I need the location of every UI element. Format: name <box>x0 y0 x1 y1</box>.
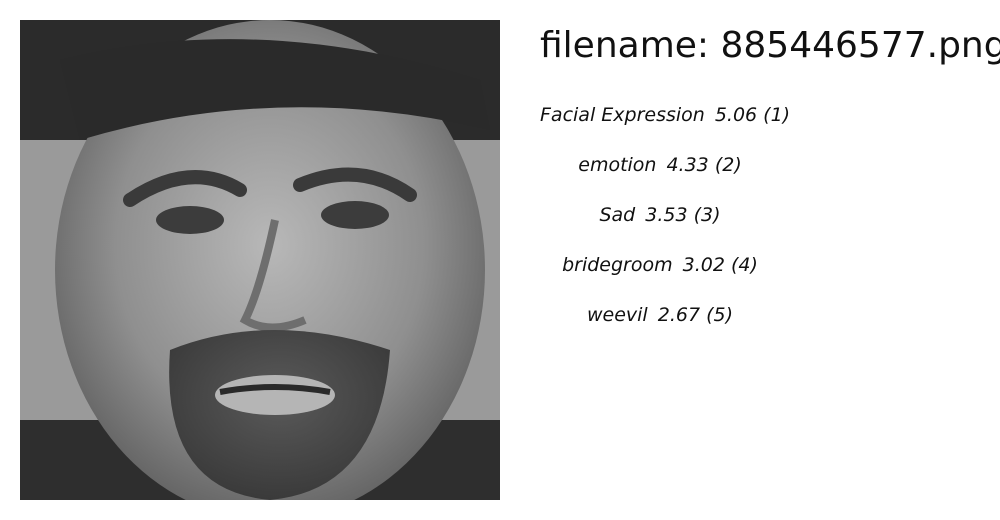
prediction-rank: (3) <box>693 204 721 226</box>
prediction-item: emotion 4.33 (2) <box>540 150 780 200</box>
prediction-item: Sad 3.53 (3) <box>540 200 780 250</box>
prediction-rank: (5) <box>706 304 734 326</box>
filename-title: filename: 885446577.png <box>540 25 1000 66</box>
prediction-score: 3.02 <box>682 254 725 276</box>
prediction-rank: (1) <box>763 104 791 126</box>
prediction-score: 4.33 <box>666 154 709 176</box>
prediction-label: bridegroom <box>562 254 673 276</box>
prediction-score: 3.53 <box>645 204 688 226</box>
prediction-label: Facial Expression <box>540 104 705 126</box>
prediction-item: weevil 2.67 (5) <box>540 300 780 350</box>
prediction-rank: (4) <box>730 254 758 276</box>
prediction-label: Sad <box>599 204 636 226</box>
prediction-item: bridegroom 3.02 (4) <box>540 250 780 300</box>
prediction-label: weevil <box>586 304 648 326</box>
face-photo-drawing <box>20 20 500 500</box>
prediction-score: 2.67 <box>657 304 701 326</box>
prediction-label: emotion <box>578 154 657 176</box>
prediction-list: Facial Expression 5.06 (1) emotion 4.33 (2… <box>540 100 790 350</box>
prediction-rank: (2) <box>714 154 742 176</box>
face-photo <box>20 20 500 500</box>
prediction-score: 5.06 <box>714 104 758 126</box>
prediction-item: Facial Expression 5.06 (1) <box>540 100 790 150</box>
